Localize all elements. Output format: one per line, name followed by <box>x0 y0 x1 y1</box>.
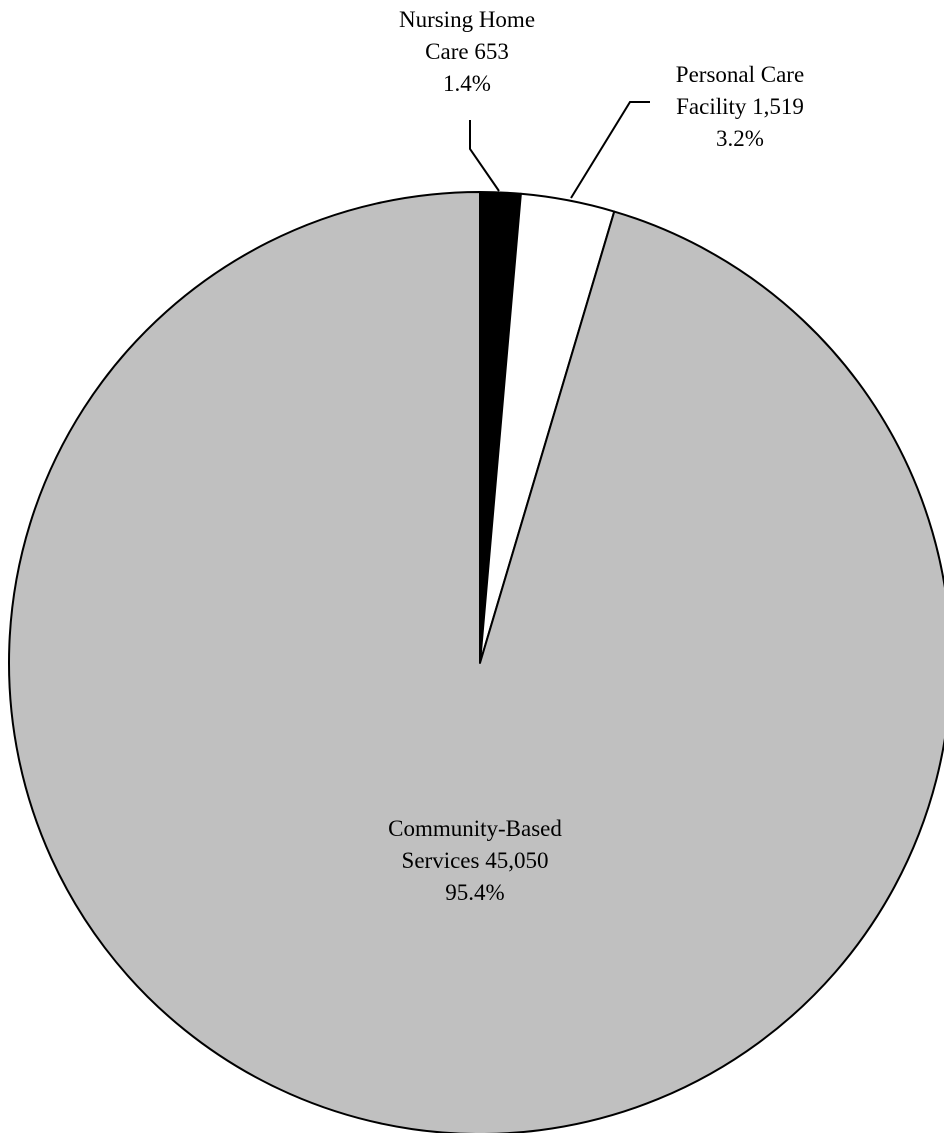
slice-label-line: Personal Care <box>676 62 804 87</box>
pie-slices <box>8 191 944 1133</box>
slice-label-line: Facility 1,519 <box>676 94 804 119</box>
slice-community-based-services <box>8 191 944 1133</box>
slice-label-line: Services 45,050 <box>402 848 549 873</box>
slice-label-community-based-services: Community-Based Services 45,050 95.4% <box>388 816 562 905</box>
slice-label-personal-care-facility: Personal Care Facility 1,519 3.2% <box>676 62 804 151</box>
slice-labels: Nursing Home Care 653 1.4% Personal Care Fac… <box>388 7 804 905</box>
leader-line-personal-care-facility <box>570 101 650 199</box>
slice-label-line: Nursing Home <box>399 7 535 32</box>
slice-label-nursing-home-care: Nursing Home Care 653 1.4% <box>399 7 535 96</box>
slice-label-line: 3.2% <box>716 126 764 151</box>
leader-lines <box>469 101 650 199</box>
slice-label-line: Care 653 <box>425 39 509 64</box>
slice-label-line: 95.4% <box>445 880 504 905</box>
leader-line-nursing-home-care <box>469 120 500 192</box>
slice-label-line: Community-Based <box>388 816 562 841</box>
slice-label-line: 1.4% <box>443 71 491 96</box>
